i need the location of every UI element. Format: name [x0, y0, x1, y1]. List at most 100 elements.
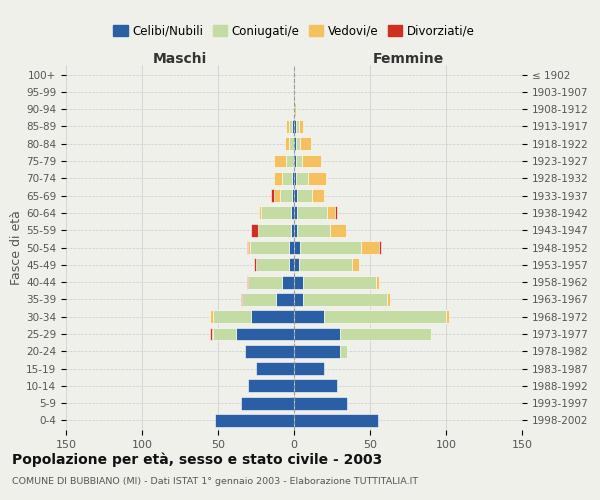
Bar: [242, 293, 276, 306]
Bar: [294, 276, 303, 288]
Bar: [245, 345, 294, 358]
Bar: [271, 189, 274, 202]
Bar: [300, 241, 361, 254]
Bar: [361, 241, 379, 254]
Bar: [257, 224, 291, 236]
Bar: [260, 206, 291, 220]
Bar: [291, 224, 294, 236]
Bar: [303, 293, 387, 306]
Bar: [376, 276, 379, 288]
Bar: [236, 328, 294, 340]
Bar: [335, 206, 337, 220]
Bar: [214, 310, 251, 323]
Bar: [294, 172, 296, 185]
Bar: [294, 102, 296, 116]
Bar: [294, 362, 325, 375]
Bar: [289, 241, 294, 254]
Bar: [251, 224, 257, 236]
Bar: [294, 137, 296, 150]
Bar: [286, 120, 289, 133]
Bar: [291, 206, 294, 220]
Bar: [303, 276, 376, 288]
Bar: [312, 189, 325, 202]
Bar: [294, 414, 377, 427]
Bar: [212, 328, 214, 340]
Bar: [285, 137, 289, 150]
Bar: [289, 120, 292, 133]
Bar: [446, 310, 449, 323]
Bar: [248, 380, 294, 392]
Text: Femmine: Femmine: [373, 52, 443, 66]
Bar: [296, 154, 302, 168]
Bar: [294, 310, 325, 323]
Bar: [274, 172, 282, 185]
Bar: [241, 293, 242, 306]
Bar: [276, 293, 294, 306]
Bar: [247, 276, 248, 288]
Bar: [211, 310, 214, 323]
Bar: [294, 258, 299, 272]
Bar: [300, 137, 311, 150]
Bar: [247, 241, 248, 254]
Bar: [292, 189, 294, 202]
Bar: [296, 137, 300, 150]
Bar: [294, 380, 337, 392]
Legend: Celibi/Nubili, Coniugati/e, Vedovi/e, Divorziati/e: Celibi/Nubili, Coniugati/e, Vedovi/e, Di…: [109, 20, 479, 42]
Text: Maschi: Maschi: [153, 52, 207, 66]
Bar: [274, 154, 286, 168]
Bar: [379, 241, 380, 254]
Bar: [294, 224, 297, 236]
Bar: [280, 189, 292, 202]
Bar: [294, 396, 347, 409]
Bar: [256, 258, 289, 272]
Bar: [294, 241, 300, 254]
Bar: [299, 258, 352, 272]
Bar: [296, 120, 299, 133]
Bar: [296, 102, 297, 116]
Bar: [250, 241, 289, 254]
Bar: [282, 276, 294, 288]
Bar: [282, 172, 292, 185]
Bar: [299, 120, 303, 133]
Bar: [340, 328, 431, 340]
Bar: [289, 137, 294, 150]
Bar: [248, 276, 282, 288]
Bar: [297, 206, 328, 220]
Bar: [294, 328, 340, 340]
Bar: [259, 206, 260, 220]
Text: Popolazione per età, sesso e stato civile - 2003: Popolazione per età, sesso e stato civil…: [12, 452, 382, 467]
Bar: [294, 206, 297, 220]
Bar: [292, 120, 294, 133]
Bar: [297, 189, 312, 202]
Bar: [254, 258, 256, 272]
Bar: [294, 189, 297, 202]
Bar: [296, 172, 308, 185]
Y-axis label: Fasce di età: Fasce di età: [10, 210, 23, 285]
Bar: [387, 293, 390, 306]
Bar: [352, 258, 359, 272]
Bar: [340, 345, 347, 358]
Bar: [251, 310, 294, 323]
Bar: [214, 328, 236, 340]
Text: COMUNE DI BUBBIANO (MI) - Dati ISTAT 1° gennaio 2003 - Elaborazione TUTTITALIA.I: COMUNE DI BUBBIANO (MI) - Dati ISTAT 1° …: [12, 478, 418, 486]
Y-axis label: Anni di nascita: Anni di nascita: [597, 201, 600, 294]
Bar: [294, 154, 296, 168]
Bar: [294, 293, 303, 306]
Bar: [289, 258, 294, 272]
Bar: [325, 310, 446, 323]
Bar: [248, 241, 250, 254]
Bar: [256, 362, 294, 375]
Bar: [286, 154, 294, 168]
Bar: [297, 224, 331, 236]
Bar: [331, 224, 346, 236]
Bar: [302, 154, 322, 168]
Bar: [292, 172, 294, 185]
Bar: [308, 172, 326, 185]
Bar: [328, 206, 335, 220]
Bar: [211, 328, 212, 340]
Bar: [294, 120, 296, 133]
Bar: [294, 345, 340, 358]
Bar: [274, 189, 280, 202]
Bar: [241, 396, 294, 409]
Bar: [215, 414, 294, 427]
